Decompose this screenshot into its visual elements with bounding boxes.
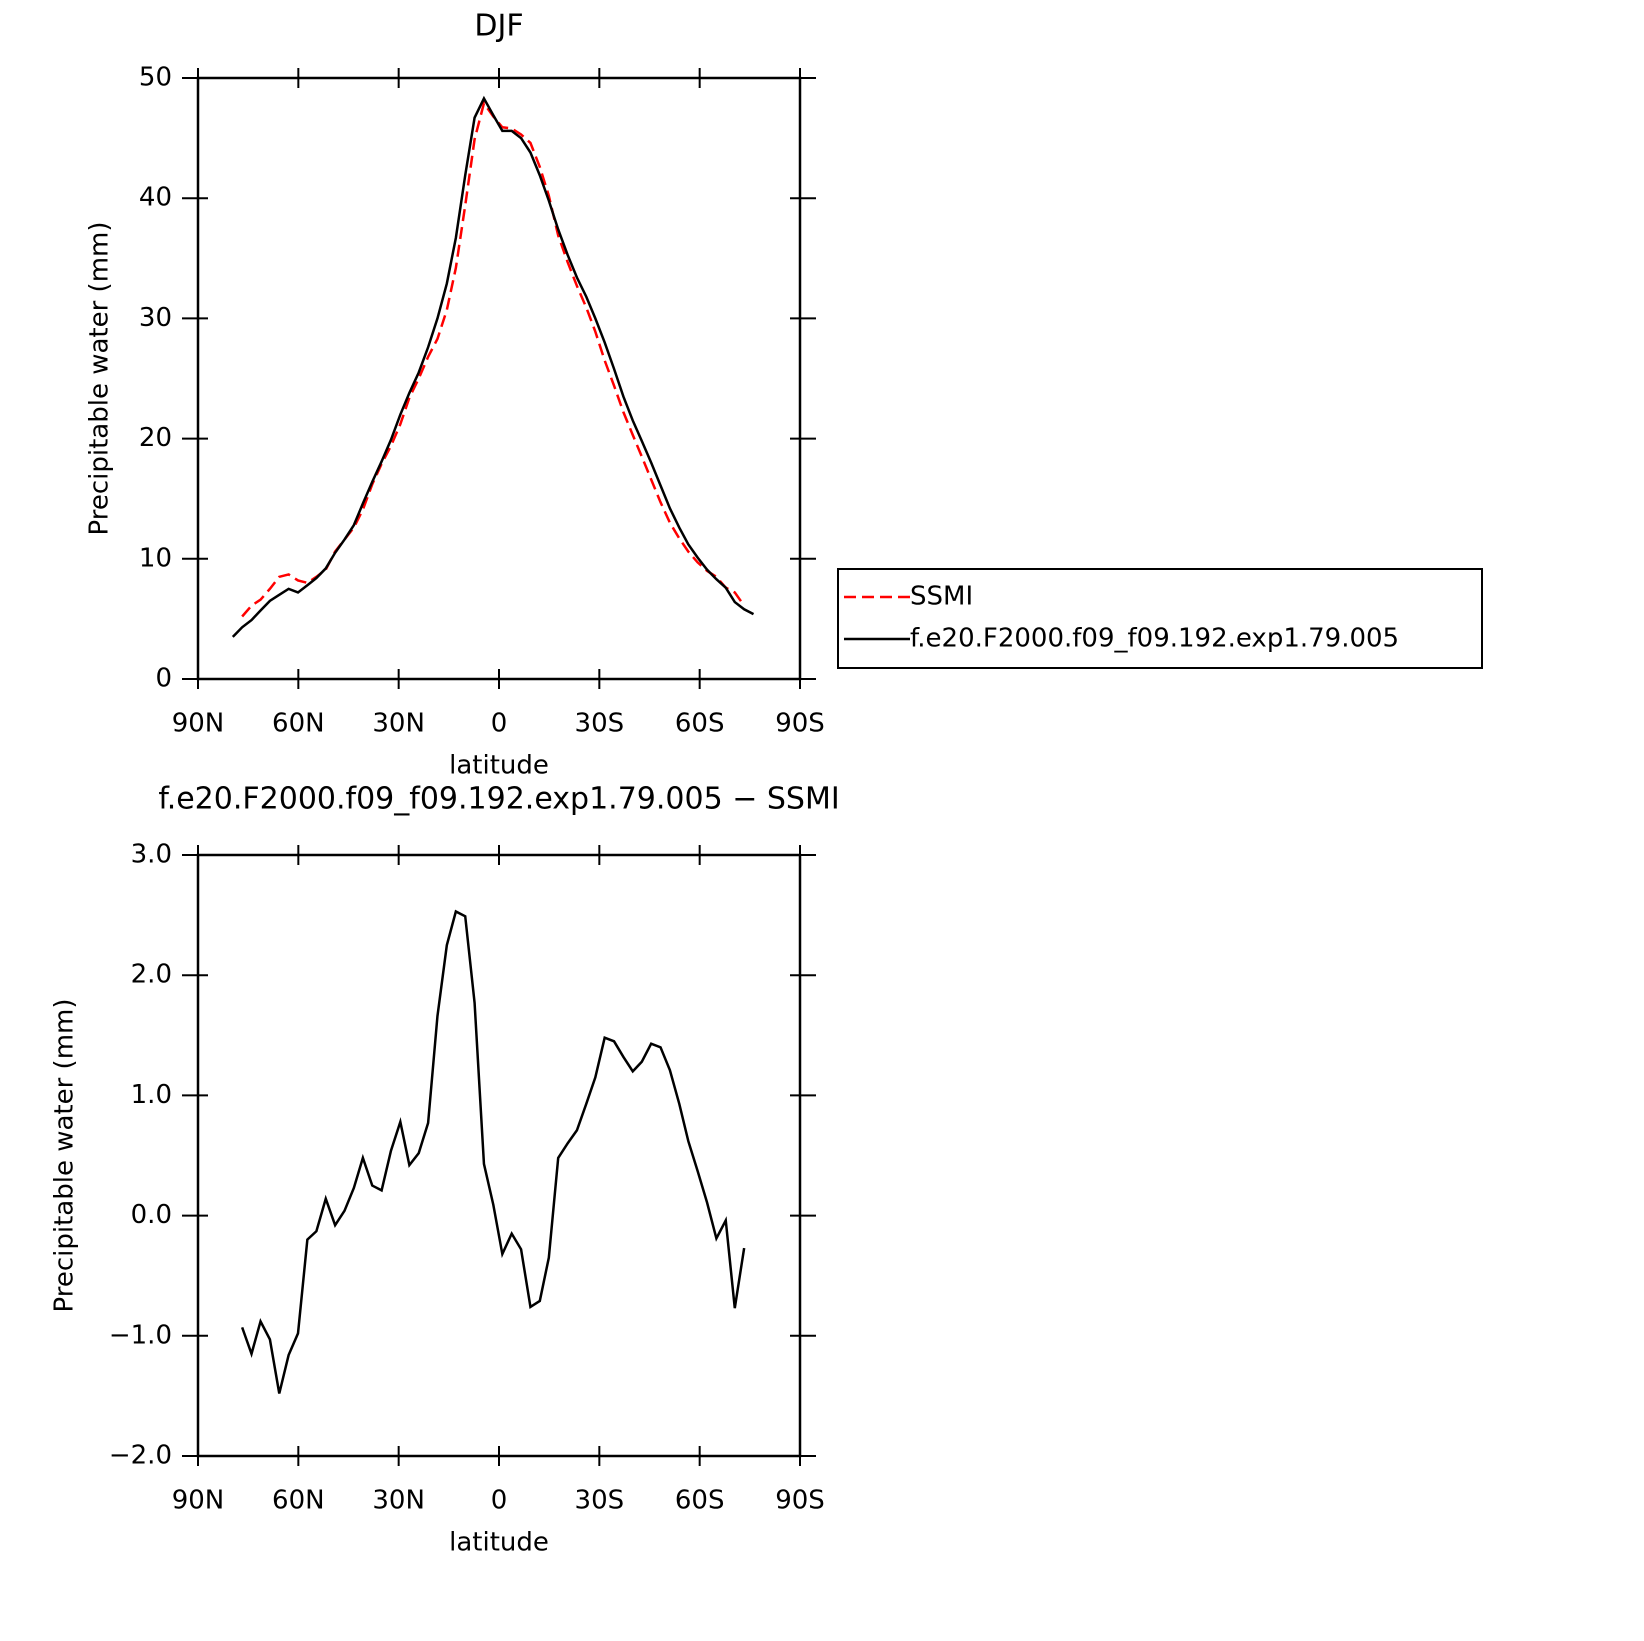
x-tick-label: 60N [272,709,325,739]
x-tick-label: 30S [575,1486,625,1516]
x-tick-label: 60N [272,1486,325,1516]
x-axis-label: latitude [449,1528,549,1558]
x-tick-label: 30S [575,709,625,739]
y-tick-label: 0.0 [131,1200,172,1230]
x-tick-label: 90N [172,709,225,739]
x-tick-label: 30N [372,1486,425,1516]
x-tick-label: 90N [172,1486,225,1516]
y-tick-label: 20 [139,423,172,453]
y-tick-label: 3.0 [131,840,172,870]
y-tick-label: 1.0 [131,1080,172,1110]
data-line [231,95,755,638]
y-axis-label: Precipitable water (mm) [85,222,115,536]
chart-title: DJF [474,9,523,44]
x-axis-label: latitude [449,751,549,781]
plot-frame [196,853,802,1458]
legend-box [837,568,1483,669]
y-tick-label: 2.0 [131,960,172,990]
y-tick-label: −1.0 [109,1320,172,1350]
x-tick-label: 0 [491,1486,508,1516]
x-tick-label: 90S [775,1486,825,1516]
legend-label: f.e20.F2000.f09_f09.192.exp1.79.005 [910,624,1399,654]
data-line [241,100,746,618]
y-tick-label: 50 [139,63,172,93]
x-tick-label: 90S [775,709,825,739]
x-tick-label: 30N [372,709,425,739]
y-tick-label: 30 [139,303,172,333]
x-tick-label: 60S [675,1486,725,1516]
x-tick-label: 0 [491,709,508,739]
y-tick-label: 10 [139,543,172,573]
y-axis-label: Precipitable water (mm) [50,999,80,1313]
legend-label: SSMI [910,582,973,612]
x-tick-label: 60S [675,709,725,739]
y-tick-label: 0 [155,664,172,694]
chart-title: f.e20.F2000.f09_f09.192.exp1.79.005 − SS… [158,782,839,817]
data-line [240,909,746,1394]
y-tick-label: 40 [139,183,172,213]
y-tick-label: −2.0 [109,1441,172,1471]
